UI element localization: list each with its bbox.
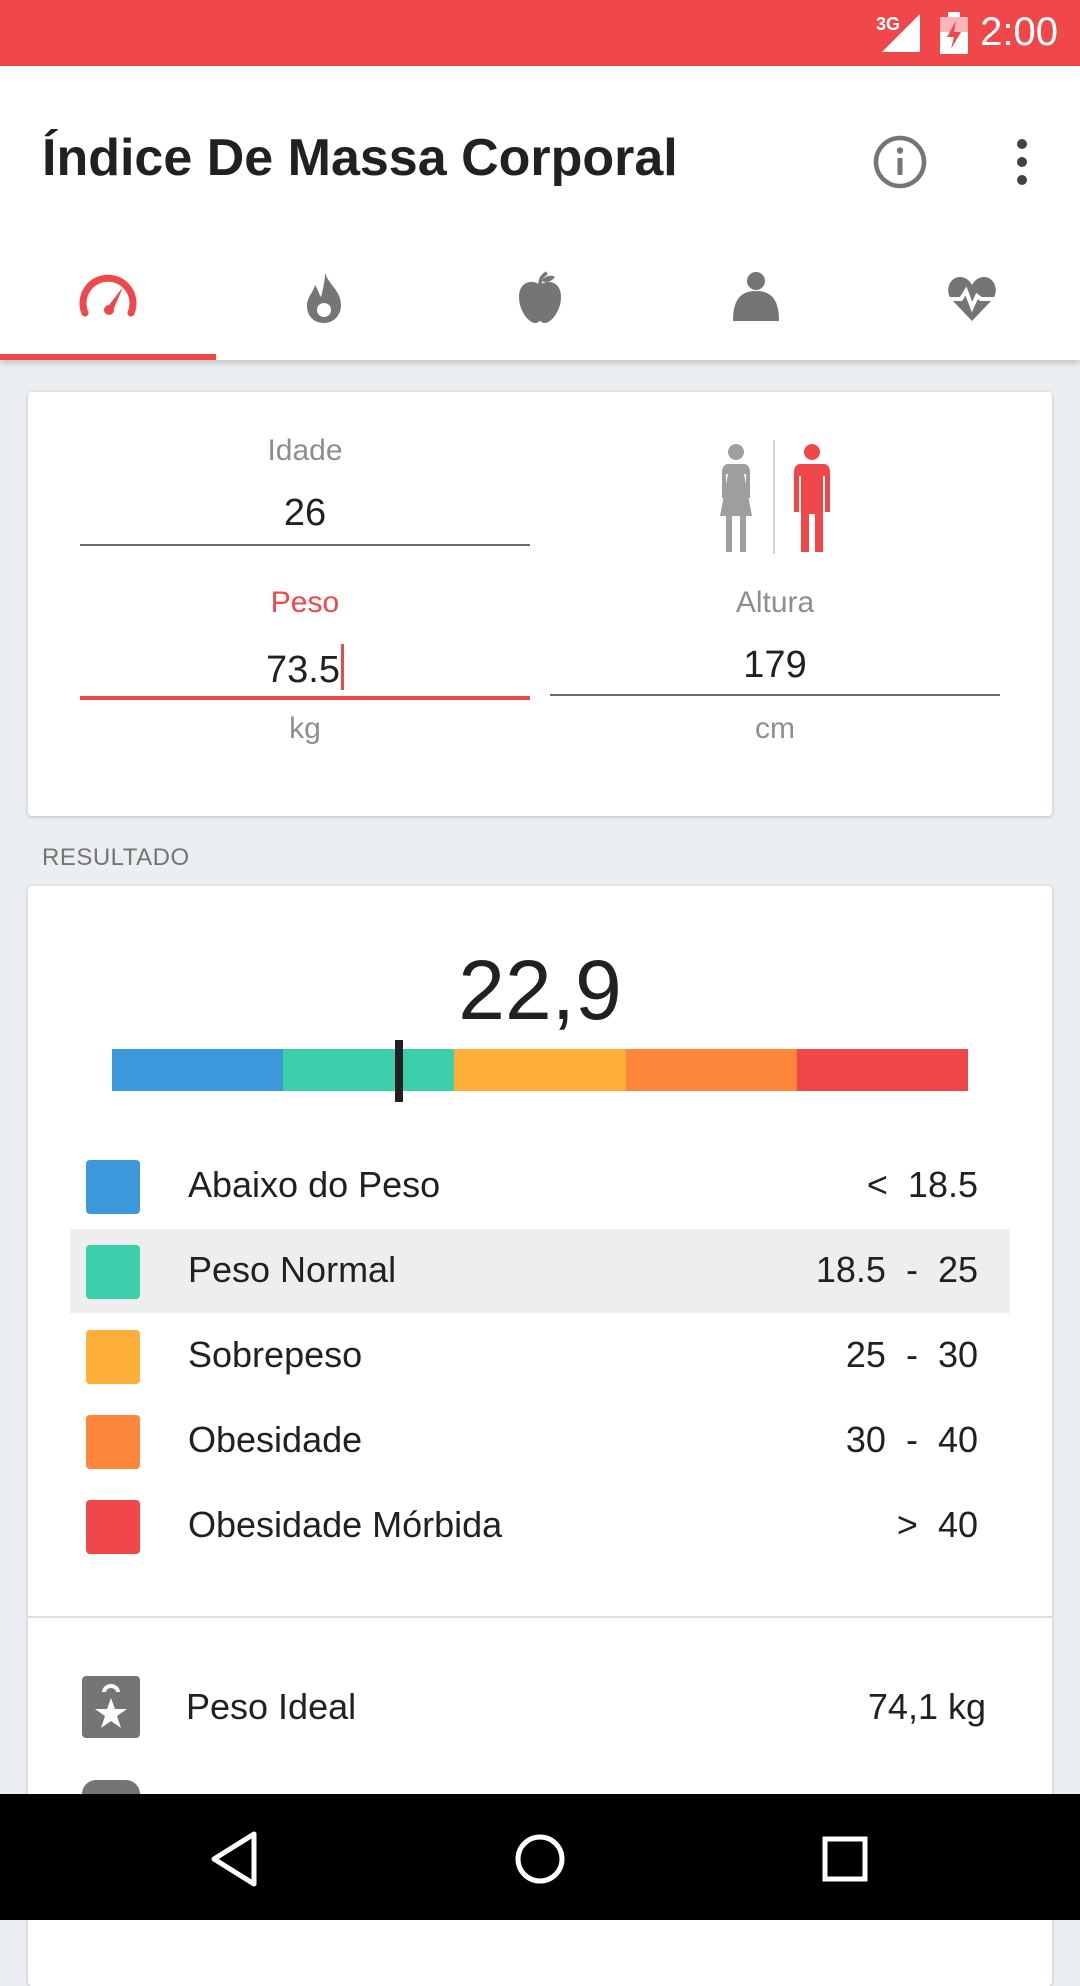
scale-overweight: [454, 1049, 626, 1091]
weight-value: 73.5: [266, 649, 340, 691]
weight-label: Peso: [270, 586, 340, 619]
category-name: Peso Normal: [188, 1249, 397, 1290]
height-underline: [550, 694, 1000, 696]
category-name: Obesidade: [188, 1419, 363, 1460]
ideal-weight-row: Peso Ideal 74,1 kg: [28, 1670, 1052, 1754]
category-range: 25 - 30: [845, 1334, 978, 1375]
weight-underline: [80, 696, 530, 700]
male-icon[interactable]: [794, 444, 830, 552]
scale-normal: [283, 1049, 455, 1091]
category-swatch: [86, 1160, 140, 1214]
category-swatch: [86, 1330, 140, 1384]
category-swatch: [86, 1415, 140, 1469]
gender-selector: [720, 440, 830, 554]
network-type: 3G: [876, 14, 901, 34]
tab-heart[interactable]: [864, 236, 1080, 360]
weight-unit: kg: [289, 712, 321, 745]
age-label: Idade: [267, 434, 343, 467]
category-swatch: [86, 1500, 140, 1554]
category-range: > 40: [896, 1504, 978, 1545]
speedometer-icon: [79, 274, 137, 317]
category-row: Sobrepeso 25 - 30: [70, 1314, 1010, 1398]
partial-icon: [82, 1780, 140, 1794]
height-unit: cm: [755, 712, 795, 745]
heart-pulse-icon: [945, 277, 999, 321]
category-row: Abaixo do Peso < 18.5: [70, 1144, 1010, 1228]
tab-bar: [0, 236, 1080, 360]
input-card: [28, 392, 1052, 816]
signal-icon: [882, 14, 920, 52]
divider: [28, 1616, 1052, 1618]
apple-icon: [519, 271, 561, 323]
bmi-value: 22,9: [458, 943, 622, 1037]
height-input[interactable]: 179: [743, 644, 807, 686]
clock: 2:00: [980, 10, 1058, 54]
category-row: Peso Normal 18.5 - 25: [70, 1229, 1010, 1313]
home-icon[interactable]: [505, 1824, 575, 1894]
more-vert-icon[interactable]: [1000, 132, 1044, 192]
ideal-weight-icon: [82, 1676, 140, 1738]
tab-diet[interactable]: [432, 236, 648, 360]
scale-morbid: [796, 1049, 969, 1091]
female-icon[interactable]: [720, 444, 752, 552]
tab-bmi[interactable]: [0, 236, 216, 360]
category-name: Obesidade Mórbida: [188, 1504, 503, 1545]
category-range: < 18.5: [866, 1164, 978, 1205]
navigation-bar: [0, 1794, 1080, 1920]
category-row: Obesidade Mórbida > 40: [70, 1484, 1010, 1568]
battery-charging-icon: [940, 12, 968, 54]
height-label: Altura: [735, 586, 815, 619]
category-row: Obesidade 30 - 40: [70, 1399, 1010, 1483]
page-title: Índice De Massa Corporal: [42, 129, 678, 187]
scale-obese: [625, 1049, 797, 1091]
tab-body-fat[interactable]: [648, 236, 864, 360]
app-bar: Índice De Massa Corporal: [0, 66, 1080, 360]
bmi-marker: [395, 1040, 404, 1102]
category-name: Sobrepeso: [188, 1334, 363, 1375]
text-cursor: [340, 644, 344, 690]
category-name: Abaixo do Peso: [188, 1164, 441, 1205]
back-icon[interactable]: [200, 1824, 270, 1894]
flame-icon: [307, 273, 341, 323]
ideal-weight-value: 74,1 kg: [867, 1686, 986, 1727]
category-swatch: [86, 1245, 140, 1299]
status-bar: 3G 2:00: [0, 0, 1080, 66]
scale-underweight: [112, 1049, 284, 1091]
tab-calories[interactable]: [216, 236, 432, 360]
info-icon[interactable]: [870, 132, 930, 192]
ideal-weight-label: Peso Ideal: [186, 1686, 357, 1727]
age-input[interactable]: 26: [283, 492, 327, 534]
category-range: 18.5 - 25: [815, 1249, 978, 1290]
recents-icon[interactable]: [810, 1824, 880, 1894]
bmi-scale: [112, 1049, 969, 1091]
result-section-label: RESULTADO: [42, 844, 190, 871]
body-icon: [733, 272, 779, 321]
tab-indicator: [0, 354, 216, 360]
age-underline: [80, 544, 530, 546]
category-range: 30 - 40: [845, 1419, 978, 1460]
weight-input[interactable]: 73.5: [80, 644, 530, 692]
